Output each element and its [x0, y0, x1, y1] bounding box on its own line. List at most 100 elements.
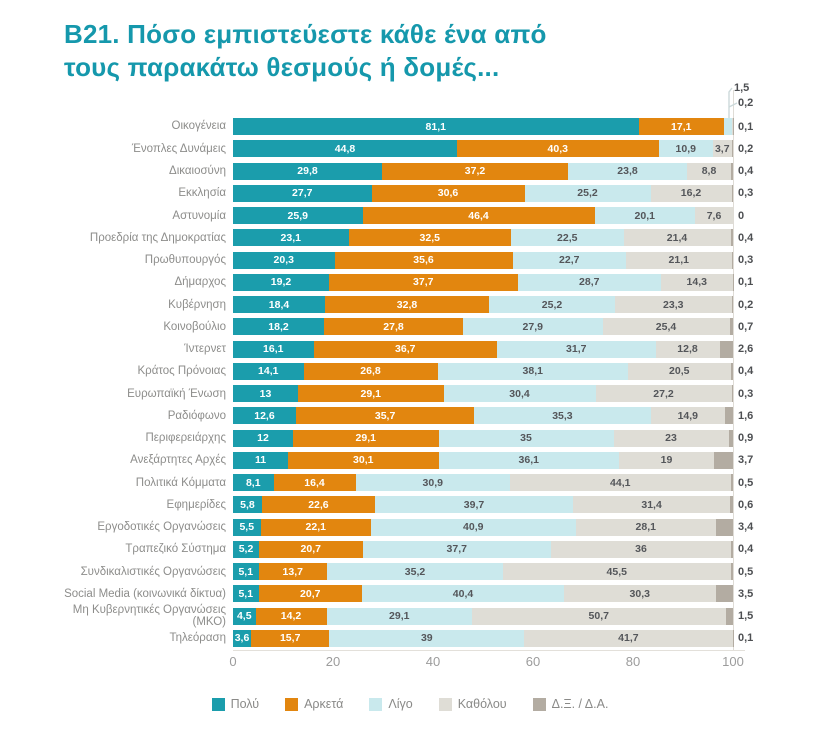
bar-segment: 50,7: [472, 607, 726, 625]
bar-segment: 22,1: [260, 518, 371, 536]
chart-row: Ανεξάρτητες Αρχές 11 30,1 36,1 19 3,7: [0, 451, 820, 469]
dxda-value-label: 0,3: [738, 187, 754, 200]
bar-segment: 12,6: [233, 407, 296, 425]
bar-track: 25,9 46,4 20,1 7,6: [233, 207, 733, 225]
bar-segment: 4,5: [233, 607, 256, 625]
category-label: Τραπεζικό Σύστημα: [125, 543, 226, 556]
dxda-value-label: 0,1: [738, 632, 754, 645]
bar-segment: [731, 540, 733, 558]
bar-segment: 29,8: [233, 162, 382, 180]
bar-segment: 21,1: [626, 251, 732, 269]
bar-track: 16,1 36,7 31,7 12,8: [233, 340, 733, 358]
bar-segment: 30,3: [564, 585, 716, 603]
legend-item-label: Καθόλου: [457, 697, 507, 711]
legend-swatch: [532, 697, 546, 711]
bar-segment: 27,9: [463, 318, 603, 336]
bar-segment: 16,2: [650, 184, 732, 202]
dxda-value-label: 0,9: [738, 432, 754, 445]
bar-segment: 22,5: [511, 229, 624, 247]
bar-track: 13 29,1 30,4 27,2: [233, 385, 733, 403]
bar-track: 27,7 30,6 25,2 16,2: [233, 184, 733, 202]
bar-segment: [730, 474, 733, 492]
bar-segment: 36: [551, 540, 731, 558]
dxda-value-label: 0: [738, 209, 745, 222]
category-label: Δήμαρχος: [174, 276, 226, 289]
bar-segment: 27,7: [233, 184, 372, 202]
bar-segment: [730, 362, 733, 380]
bar-track: 5,5 22,1 40,9 28,1: [233, 518, 733, 536]
bar-segment: 13: [233, 385, 298, 403]
bar-segment: 19: [619, 451, 714, 469]
dxda-value-label: 0,4: [738, 165, 754, 178]
bar-segment: 16,4: [273, 474, 356, 492]
bar-track: 18,4 32,8 25,2 23,3: [233, 296, 733, 314]
category-label: Κράτος Πρόνοιας: [137, 365, 226, 378]
chart-row: Ευρωπαϊκή Ένωση 13 29,1 30,4 27,2 0,3: [0, 385, 820, 403]
chart-row: Εκκλησία 27,7 30,6 25,2 16,2 0,3: [0, 184, 820, 202]
bar-track: 12,6 35,7 35,3 14,9: [233, 407, 733, 425]
bar-segment: 20,5: [628, 362, 731, 380]
x-axis-tick-label: 40: [425, 654, 441, 669]
legend-item-label: Δ.Ξ. / Δ.Α.: [551, 697, 609, 711]
bar-segment: 41,7: [524, 629, 733, 647]
bar-segment: [732, 629, 734, 647]
chart-row: Ίντερνετ 16,1 36,7 31,7 12,8 2,6: [0, 340, 820, 358]
chart-row: Αστυνομία 25,9 46,4 20,1 7,6 0: [0, 207, 820, 225]
chart-legend: Πολύ Αρκετά Λίγο Καθόλου Δ.Ξ. / Δ.Α.: [0, 697, 820, 711]
bar-segment: 23: [613, 429, 729, 447]
callout-value-label: 1,5: [734, 82, 750, 94]
bar-segment: 37,7: [362, 540, 551, 558]
bar-segment: 36,7: [313, 340, 497, 358]
bar-segment: 8,8: [687, 162, 731, 180]
bar-segment: 10,9: [658, 140, 713, 158]
chart-row: Κοινοβούλιο 18,2 27,8 27,9 25,4 0,7: [0, 318, 820, 336]
chart-row: Περιφερειάρχης 12 29,1 35 23 0,9: [0, 429, 820, 447]
chart-row: Δήμαρχος 19,2 37,7 28,7 14,3 0,1: [0, 273, 820, 291]
bar-segment: 19,2: [233, 273, 329, 291]
bar-segment: 28,1: [575, 518, 716, 536]
bar-track: 4,5 14,2 29,1 50,7: [233, 607, 733, 625]
bar-segment: 25,4: [602, 318, 730, 336]
bar-track: 3,6 15,7 39 41,7: [233, 629, 734, 647]
bar-segment: 29,1: [326, 607, 472, 625]
bar-track: 23,1 32,5 22,5 21,4: [233, 229, 733, 247]
category-label: Social Media (κοινωνικά δίκτυα): [64, 587, 226, 600]
chart-row: Τηλεόραση 3,6 15,7 39 41,7 0,1: [0, 629, 820, 647]
bar-segment: 37,2: [382, 162, 568, 180]
bar-segment: [725, 607, 733, 625]
bar-segment: 25,9: [233, 207, 363, 225]
bar-segment: 5,8: [233, 496, 262, 514]
bar-segment: 27,2: [595, 385, 732, 403]
bar-segment: [731, 118, 733, 135]
bar-segment: 39: [329, 629, 525, 647]
legend-item: Πολύ: [211, 697, 260, 711]
bar-segment: [730, 496, 733, 514]
bar-segment: 18,2: [233, 318, 324, 336]
bar-segment: [732, 118, 733, 135]
bar-segment: 7,6: [695, 207, 733, 225]
bar-segment: 40,4: [362, 585, 564, 603]
bar-segment: 20,1: [594, 207, 695, 225]
bar-segment: [716, 518, 733, 536]
category-label: Τηλεόραση: [169, 632, 226, 645]
chart-row: Μη Κυβερνητικές Οργανώσεις (ΜΚΟ) 4,5 14,2 2…: [0, 604, 820, 628]
bar-segment: 23,3: [615, 296, 732, 314]
dxda-value-label: 1,5: [738, 610, 754, 623]
bar-segment: 35,6: [334, 251, 513, 269]
category-label: Ραδιόφωνο: [167, 409, 226, 422]
category-label: Εργοδοτικές Οργανώσεις: [97, 521, 226, 534]
bar-segment: 40,3: [457, 140, 659, 158]
bar-track: 5,1 13,7 35,2 45,5: [233, 563, 733, 581]
bar-segment: [731, 162, 733, 180]
bar-segment: [731, 296, 733, 314]
dxda-value-label: 0,7: [738, 320, 754, 333]
dxda-value-label: 0,4: [738, 231, 754, 244]
legend-swatch: [438, 697, 452, 711]
chart-row: Προεδρία της Δημοκρατίας 23,1 32,5 22,5 21,4…: [0, 229, 820, 247]
dxda-value-label: 3,4: [738, 521, 754, 534]
legend-item-label: Πολύ: [230, 697, 260, 711]
bar-segment: 39,7: [374, 496, 574, 514]
bar-segment: 45,5: [503, 563, 731, 581]
category-label: Εφημερίδες: [166, 498, 226, 511]
bar-segment: 23,8: [568, 162, 687, 180]
